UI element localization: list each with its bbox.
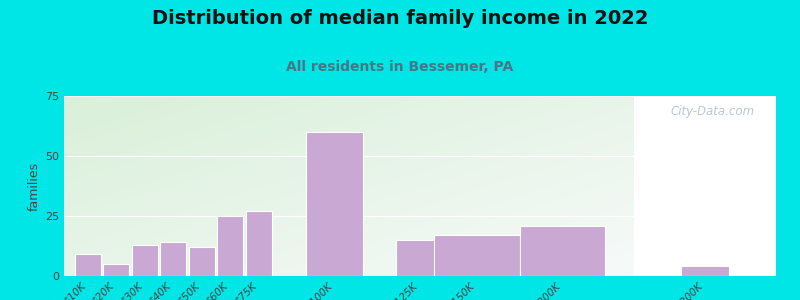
Bar (189, 247, 214, 276)
Bar (520, 226, 605, 276)
Bar (306, 132, 363, 276)
Bar (434, 235, 520, 276)
Text: Distribution of median family income in 2022: Distribution of median family income in … (152, 9, 648, 28)
Text: City-Data.com: City-Data.com (670, 105, 754, 118)
Bar (132, 245, 158, 276)
Bar (103, 264, 130, 276)
Text: All residents in Bessemer, PA: All residents in Bessemer, PA (286, 60, 514, 74)
Bar (160, 242, 186, 276)
Bar (396, 240, 444, 276)
Bar (246, 211, 272, 276)
Bar (681, 266, 729, 276)
Bar (74, 254, 101, 276)
Y-axis label: families: families (28, 161, 41, 211)
Bar (217, 216, 243, 276)
